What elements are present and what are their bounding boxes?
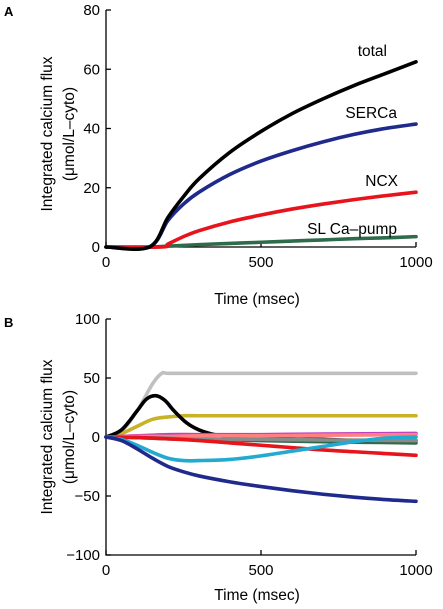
x-tick-label: 500 [248,254,273,271]
y-tick-label: −100 [66,547,100,564]
panel-a-ylabel-unit: (μmol/L–cyto) [61,87,78,181]
panel-a-xlabel: Time (msec) [214,291,300,308]
series-label-ncx: NCX [365,173,398,190]
y-tick-label: 80 [83,2,100,19]
panel-b-curve-series-7 [104,435,418,458]
panel-b: B Integrated calcium flux (μmol/L–cyto) … [4,311,433,604]
series-label-total: total [358,43,387,60]
panel-b-curve-series-9 [104,435,418,504]
y-tick-label: 60 [83,61,100,78]
panel-a: A Integrated calcium flux (μmol/L–cyto) … [4,2,433,308]
panel-a-curve-ncx [104,190,418,250]
x-tick-label: 500 [248,562,273,579]
panel-a-series-labels: SL Ca–pump NCX SERCa total [307,43,399,238]
panel-b-label: B [4,315,13,330]
panel-a-ylabel: Integrated calcium flux [39,56,56,211]
panel-a-label: A [4,4,14,19]
x-tick-label: 0 [102,562,110,579]
series-label-sl-ca-pump: SL Ca–pump [307,221,397,238]
y-tick-label: 40 [83,121,100,138]
y-tick-label: 100 [75,311,100,328]
x-tick-label: 1000 [399,562,432,579]
panel-b-curve-series-0 [104,370,418,439]
series-label-serca: SERCa [345,105,397,122]
panel-b-curve-series-8 [104,435,418,463]
y-tick-label: 0 [92,239,100,256]
panel-b-xlabel: Time (msec) [214,587,300,604]
panel-a-curves [104,60,418,251]
panel-b-curves [104,370,418,504]
x-tick-label: 0 [102,254,110,271]
panel-b-ylabel: Integrated calcium flux [39,359,56,514]
y-tick-label: −50 [75,488,100,505]
y-tick-label: 20 [83,180,100,197]
y-tick-label: 0 [92,429,100,446]
panel-b-ylabel-unit: (μmol/L–cyto) [61,390,78,484]
y-tick-label: 50 [83,370,100,387]
x-tick-label: 1000 [399,254,432,271]
panel-a-curve-total [104,60,418,251]
